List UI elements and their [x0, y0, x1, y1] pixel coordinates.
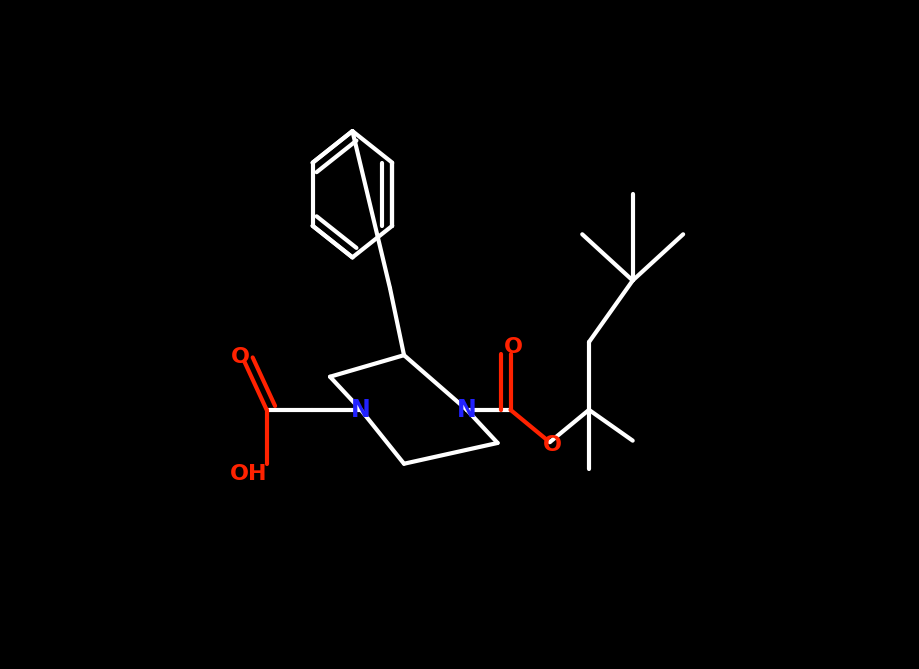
Text: O: O: [504, 337, 523, 357]
Text: N: N: [351, 398, 370, 422]
Text: OH: OH: [230, 464, 267, 484]
Text: N: N: [457, 398, 477, 422]
Text: O: O: [543, 435, 562, 455]
Text: O: O: [231, 347, 250, 367]
